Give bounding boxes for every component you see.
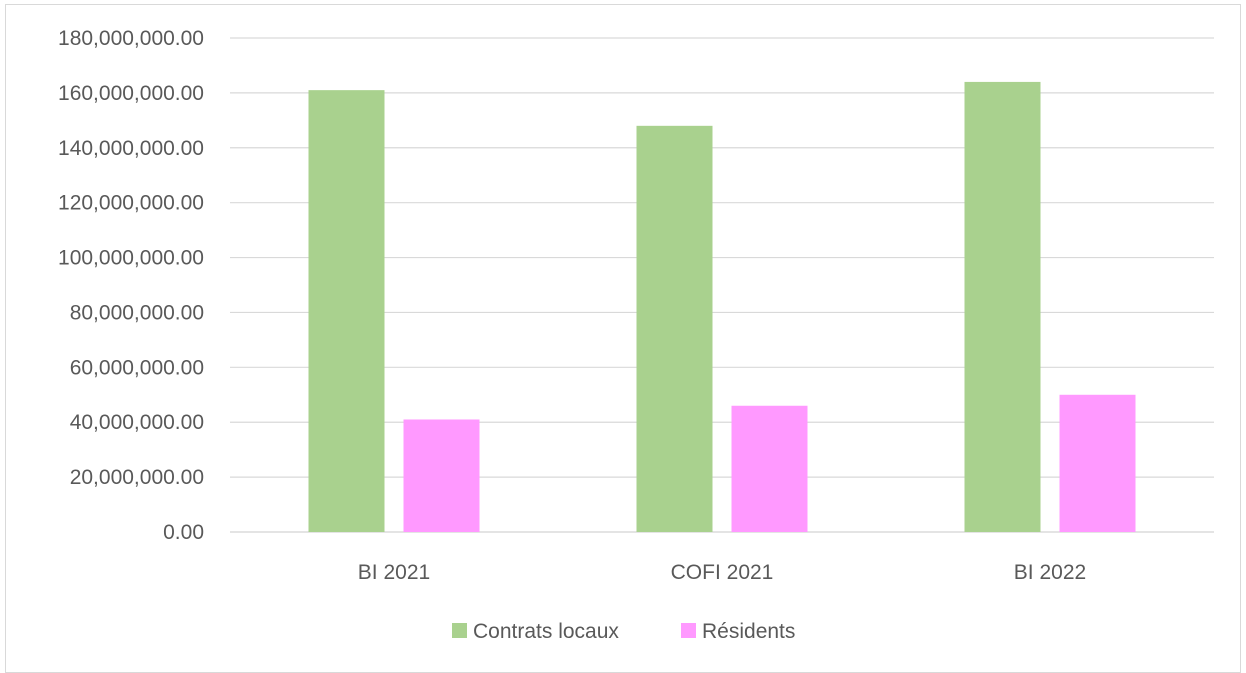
bar-contrats-locaux-0 <box>308 90 385 533</box>
x-axis-tick-labels: BI 2021 COFI 2021 BI 2022 <box>358 561 1086 584</box>
legend-swatch <box>681 623 696 638</box>
y-tick-label: 180,000,000.00 <box>58 27 204 50</box>
bar-contrats-locaux-2 <box>964 81 1041 533</box>
y-tick-label: 60,000,000.00 <box>70 356 204 379</box>
x-tick-label: BI 2021 <box>358 561 430 584</box>
legend-swatch <box>452 623 467 638</box>
gridlines <box>230 37 1214 533</box>
bar-r-sidents-2 <box>1059 394 1136 532</box>
y-tick-label: 140,000,000.00 <box>58 137 204 160</box>
x-tick-label: BI 2022 <box>1014 561 1086 584</box>
y-tick-label: 80,000,000.00 <box>70 301 204 324</box>
bars <box>308 81 1136 533</box>
y-tick-label: 120,000,000.00 <box>58 192 204 215</box>
y-tick-label: 100,000,000.00 <box>58 247 204 270</box>
x-tick-label: COFI 2021 <box>671 561 774 584</box>
bar-r-sidents-1 <box>731 405 808 532</box>
y-tick-label: 20,000,000.00 <box>70 466 204 489</box>
legend: Contrats locaux Résidents <box>452 620 795 643</box>
y-tick-label: 0.00 <box>163 521 204 544</box>
y-tick-label: 40,000,000.00 <box>70 411 204 434</box>
y-tick-label: 160,000,000.00 <box>58 82 204 105</box>
legend-label: Contrats locaux <box>473 620 619 643</box>
y-axis-tick-labels: 0.00 20,000,000.00 40,000,000.00 60,000,000… <box>58 27 204 544</box>
bar-contrats-locaux-1 <box>636 125 713 533</box>
legend-label: Résidents <box>702 620 795 643</box>
bar-r-sidents-0 <box>403 419 480 532</box>
